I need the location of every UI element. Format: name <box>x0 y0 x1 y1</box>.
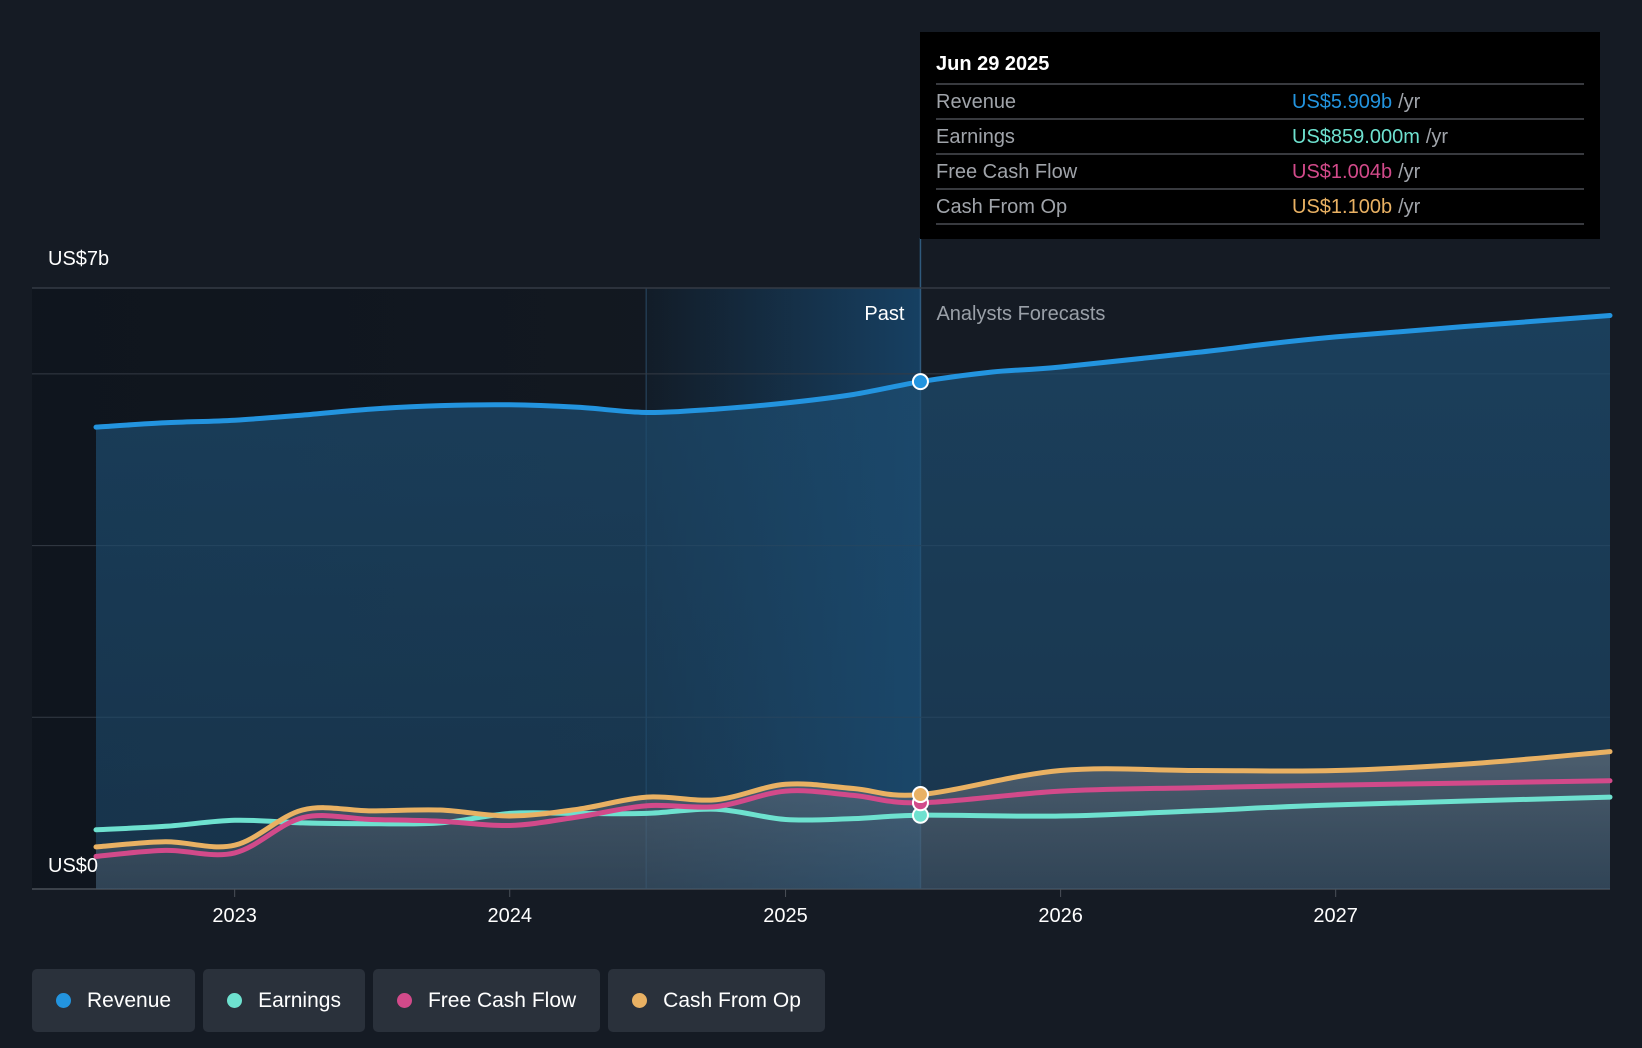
tooltip-unit: /yr <box>1398 196 1421 218</box>
tooltip-unit: /yr <box>1398 91 1421 113</box>
revenue-marker <box>911 373 929 391</box>
legend-label: Cash From Op <box>663 988 801 1012</box>
legend-dot-icon <box>396 993 412 1008</box>
tooltip-value-earnings: US$859.000m <box>1292 126 1420 148</box>
legend-dot-icon <box>632 993 648 1008</box>
x-tick-label: 2024 <box>487 905 532 927</box>
legend-label: Revenue <box>87 988 172 1012</box>
legend-dot-icon <box>227 993 243 1008</box>
y-axis-bottom-label: US$0 <box>48 855 98 877</box>
tooltip-unit: /yr <box>1426 126 1449 148</box>
past-label: Past <box>864 303 904 325</box>
tooltip-box <box>920 32 1600 239</box>
tooltip: Jun 29 2025 Revenue US$5.909b/yr Earnings US… <box>920 32 1600 239</box>
tooltip-value-free-cash-flow: US$1.004b <box>1292 161 1392 183</box>
tooltip-value-revenue: US$5.909b <box>1292 91 1392 113</box>
x-tick-label: 2027 <box>1313 905 1358 927</box>
x-tick-label: 2025 <box>763 905 808 927</box>
revenue-line <box>93 313 1613 430</box>
legend-label: Free Cash Flow <box>427 988 577 1012</box>
free-cash-flow-line <box>93 778 1613 859</box>
legend-item-free-cash-flow[interactable]: Free Cash Flow <box>372 969 601 1032</box>
tooltip-value-cash-from-op: US$1.100b <box>1292 196 1392 218</box>
financials-chart: 2023 2024 2025 2026 2027 US$7b US$0 Past Analyst… <box>32 32 1613 927</box>
cash-from-op-line <box>93 749 1613 850</box>
tooltip-label-cash-from-op: Cash From Op <box>936 196 1067 218</box>
x-tick-label: 2026 <box>1038 905 1083 927</box>
legend-label: Earnings <box>258 988 341 1012</box>
tooltip-label-free-cash-flow: Free Cash Flow <box>936 161 1078 183</box>
x-tick-label: 2023 <box>212 905 257 927</box>
cash-from-op-marker <box>911 786 929 804</box>
legend-item-cash-from-op[interactable]: Cash From Op <box>608 969 825 1032</box>
revenue-area <box>96 315 1610 889</box>
legend: Revenue Earnings Free Cash Flow Cash From O… <box>32 969 825 1032</box>
tooltip-unit: /yr <box>1398 161 1421 183</box>
forecast-label: Analysts Forecasts <box>936 303 1105 325</box>
tooltip-date: Jun 29 2025 <box>936 53 1049 75</box>
tooltip-label-earnings: Earnings <box>936 126 1015 148</box>
legend-item-earnings[interactable]: Earnings <box>203 969 365 1032</box>
legend-dot-icon <box>56 993 71 1008</box>
y-axis-top-label: US$7b <box>48 248 109 270</box>
legend-item-revenue[interactable]: Revenue <box>32 969 196 1032</box>
tooltip-label-revenue: Revenue <box>936 91 1016 113</box>
